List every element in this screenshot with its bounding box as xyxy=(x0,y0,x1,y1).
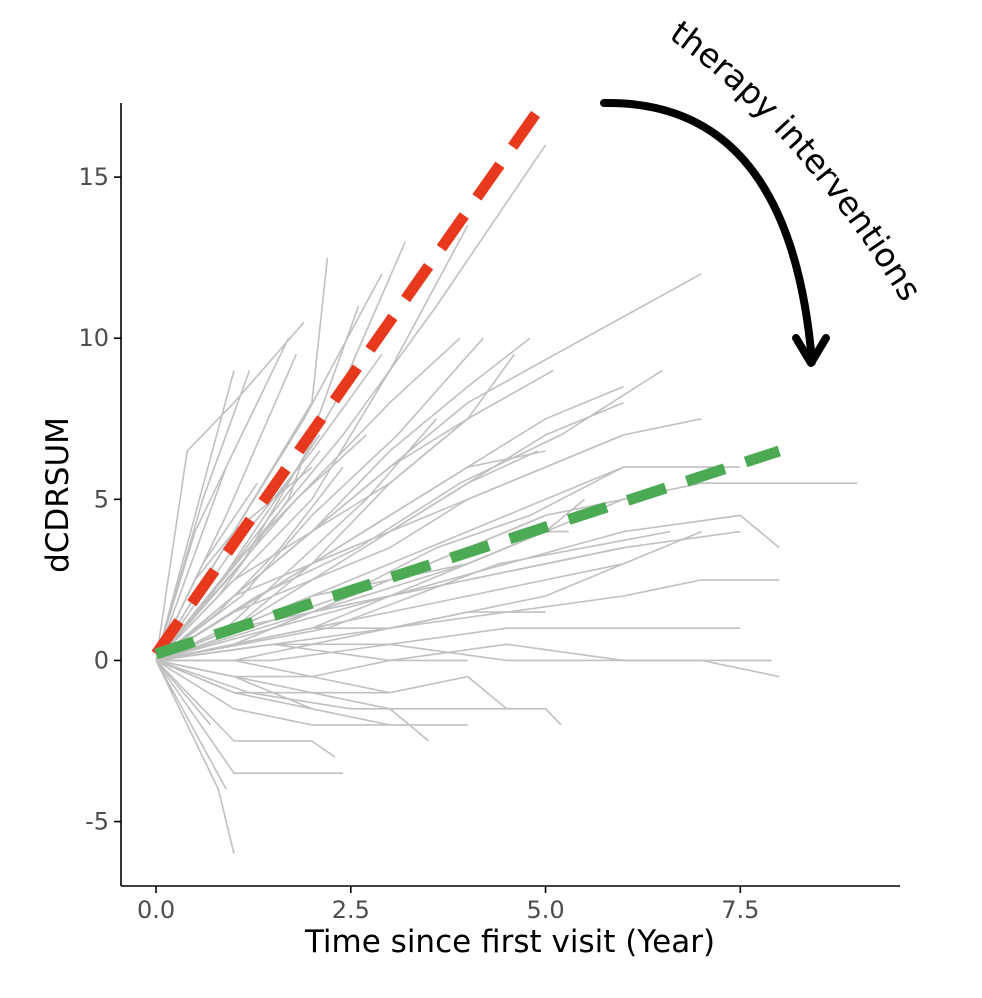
trajectory-line-63 xyxy=(155,337,531,662)
trajectory-line-29 xyxy=(155,660,227,790)
y-axis-ticks: -5 0 5 10 15 xyxy=(78,163,121,836)
y-tick-label-4: 15 xyxy=(78,163,109,191)
trend-lines xyxy=(151,96,781,660)
trajectory-line-12 xyxy=(155,337,484,662)
trajectory-line-27 xyxy=(155,659,343,775)
trajectory-line-23 xyxy=(155,643,772,662)
y-tick-label-1: 0 xyxy=(94,646,109,674)
y-tick-label-0: -5 xyxy=(85,808,109,836)
trajectory-line-15 xyxy=(155,273,702,662)
arrow-head-icon xyxy=(792,334,830,367)
y-tick-label-3: 10 xyxy=(78,324,109,352)
trajectory-line-62 xyxy=(155,337,290,661)
trajectory-line-53 xyxy=(155,659,468,678)
x-axis-label: Time since first visit (Year) xyxy=(304,924,715,960)
trajectory-line-8 xyxy=(155,370,235,661)
x-axis-ticks: 0.0 2.5 5.0 7.5 xyxy=(137,886,759,924)
trajectory-line-43 xyxy=(155,385,624,662)
untreated-trend-line xyxy=(151,96,551,658)
trajectory-line-57 xyxy=(155,434,321,661)
trajectory-line-56 xyxy=(155,466,344,662)
trajectory-line-28 xyxy=(155,660,235,854)
treated-trend-line xyxy=(154,445,781,660)
trajectory-line-24 xyxy=(155,659,562,726)
trajectory-line-30 xyxy=(155,659,336,758)
x-tick-label-0: 0.0 xyxy=(137,896,175,924)
axes: 0.0 2.5 5.0 7.5 -5 0 5 10 15 xyxy=(78,103,900,924)
trajectory-line-55 xyxy=(155,659,508,710)
x-tick-label-3: 7.5 xyxy=(721,896,759,924)
x-tick-label-2: 5.0 xyxy=(526,896,564,924)
curved-arrow-icon xyxy=(600,98,816,366)
trajectory-line-42 xyxy=(155,353,516,661)
y-tick-label-2: 5 xyxy=(94,485,109,513)
trajectory-line-54 xyxy=(156,659,390,694)
trajectory-line-60 xyxy=(155,530,671,662)
trajectory-line-10 xyxy=(155,321,305,661)
therapy-annotation: therapy interventions xyxy=(600,13,930,367)
trajectory-line-44 xyxy=(155,337,461,661)
trajectory-line-47 xyxy=(155,434,367,661)
trajectory-line-58 xyxy=(155,418,438,662)
trajectory-line-14 xyxy=(155,369,663,662)
y-axis-label: dCDRSUM xyxy=(40,417,76,573)
trajectory-line-32 xyxy=(155,659,212,726)
trajectory-line-6 xyxy=(155,144,547,661)
trajectory-line-51 xyxy=(155,530,741,662)
trajectory-line-11 xyxy=(155,273,383,661)
x-tick-label-1: 2.5 xyxy=(332,896,370,924)
trajectory-line-31 xyxy=(155,659,390,726)
trajectory-line-13 xyxy=(155,369,554,662)
